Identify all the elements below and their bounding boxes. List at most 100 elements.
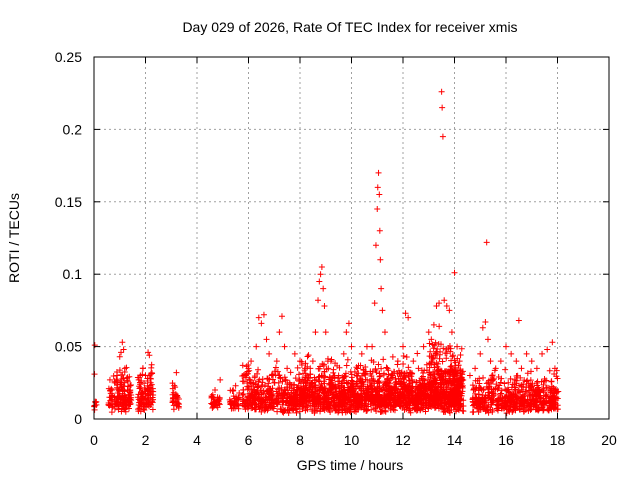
data-point <box>278 406 285 413</box>
data-point <box>425 329 432 336</box>
data-point <box>358 350 365 357</box>
data-point <box>376 191 383 198</box>
x-tick-label: 8 <box>296 432 304 448</box>
data-point <box>279 397 286 404</box>
x-axis-label: GPS time / hours <box>297 457 404 473</box>
data-point <box>355 399 362 406</box>
chart-title: Day 029 of 2026, Rate Of TEC Index for r… <box>182 19 517 35</box>
data-point <box>375 361 382 368</box>
data-point <box>253 406 260 413</box>
data-point <box>302 365 309 372</box>
data-point <box>273 358 280 365</box>
data-point <box>282 376 289 383</box>
data-point <box>479 324 486 331</box>
data-point <box>344 380 351 387</box>
data-point <box>406 380 413 387</box>
data-point <box>324 387 331 394</box>
data-point <box>312 329 319 336</box>
data-point <box>510 401 517 408</box>
data-point <box>544 393 551 400</box>
data-point <box>395 367 402 374</box>
data-point <box>271 379 278 386</box>
data-point <box>426 340 433 347</box>
data-point <box>300 402 307 409</box>
data-point <box>210 396 217 403</box>
data-point <box>477 350 484 357</box>
data-point <box>385 371 392 378</box>
data-point <box>245 365 252 372</box>
data-point <box>483 397 490 404</box>
data-point <box>251 399 258 406</box>
data-point <box>451 375 458 382</box>
data-point <box>498 387 505 394</box>
data-point <box>392 398 399 405</box>
data-point <box>379 307 386 314</box>
data-point <box>339 409 346 416</box>
data-point <box>135 401 142 408</box>
data-point <box>254 384 261 391</box>
y-tick-label: 0.05 <box>55 339 82 355</box>
data-point <box>397 393 404 400</box>
data-point <box>288 397 295 404</box>
data-point <box>451 357 458 364</box>
data-point <box>535 386 542 393</box>
data-point <box>352 408 359 415</box>
data-point <box>118 349 125 356</box>
data-point <box>458 369 465 376</box>
data-point <box>457 380 464 387</box>
data-point <box>381 329 388 336</box>
data-point <box>439 133 446 140</box>
data-point <box>127 382 134 389</box>
data-point <box>255 391 262 398</box>
data-point <box>536 389 543 396</box>
data-point <box>489 372 496 379</box>
data-point <box>347 368 354 375</box>
data-point <box>477 399 484 406</box>
data-point <box>484 392 491 399</box>
data-point <box>513 358 520 365</box>
data-point <box>315 393 322 400</box>
data-point <box>378 365 385 372</box>
data-point <box>540 395 547 402</box>
data-point <box>136 405 143 412</box>
data-point <box>375 169 382 176</box>
data-point <box>313 376 320 383</box>
data-point <box>480 404 487 411</box>
data-point <box>270 391 277 398</box>
data-point <box>316 278 323 285</box>
data-point <box>376 379 383 386</box>
data-point <box>91 342 98 349</box>
data-point <box>328 400 335 407</box>
data-point <box>371 394 378 401</box>
data-point <box>405 389 412 396</box>
data-point <box>472 365 479 372</box>
data-point <box>364 376 371 383</box>
data-point <box>276 395 283 402</box>
data-point <box>401 392 408 399</box>
data-point <box>450 352 457 359</box>
data-point <box>118 384 125 391</box>
data-point <box>146 352 153 359</box>
data-point <box>119 390 126 397</box>
axis-ticks <box>93 56 610 420</box>
data-point <box>533 398 540 405</box>
x-tick-label: 2 <box>142 432 150 448</box>
data-point <box>404 383 411 390</box>
data-point <box>427 372 434 379</box>
data-point <box>408 376 415 383</box>
data-point <box>436 300 443 307</box>
data-point <box>491 375 498 382</box>
data-point <box>488 396 495 403</box>
data-point <box>358 404 365 411</box>
data-point <box>402 310 409 317</box>
data-point <box>231 397 238 404</box>
data-point <box>354 365 361 372</box>
data-point <box>274 386 281 393</box>
data-point <box>333 389 340 396</box>
data-point <box>552 400 559 407</box>
data-point <box>301 377 308 384</box>
data-point <box>501 380 508 387</box>
data-point <box>507 406 514 413</box>
x-tick-label: 18 <box>550 432 566 448</box>
x-tick-label: 6 <box>245 432 253 448</box>
